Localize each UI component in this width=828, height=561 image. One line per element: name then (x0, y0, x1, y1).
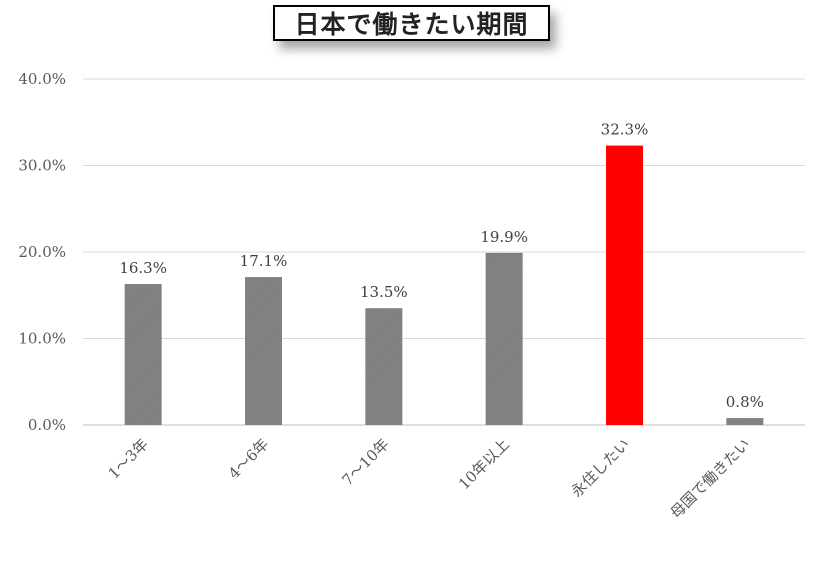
data-label: 13.5% (360, 283, 408, 301)
y-tick-label: 20.0% (18, 243, 66, 261)
bar (124, 284, 162, 425)
y-tick-label: 30.0% (18, 157, 66, 175)
bar (726, 418, 764, 425)
bar (365, 308, 403, 425)
x-tick-label: 母国で働きたい (667, 435, 754, 522)
x-tick-label: 4～6年 (225, 435, 272, 482)
chart-title-box: 日本で働きたい期間 (273, 5, 550, 41)
bar (245, 277, 282, 425)
chart-title: 日本で働きたい期間 (294, 10, 529, 39)
x-tick-label: 10年以上 (455, 435, 513, 493)
bar-highlight (606, 145, 643, 426)
data-label: 32.3% (601, 121, 649, 139)
data-label: 0.8% (726, 393, 764, 411)
y-tick-label: 10.0% (18, 330, 66, 348)
y-tick-label: 0.0% (28, 416, 66, 434)
data-label: 16.3% (119, 259, 167, 277)
x-tick-label: 1～3年 (105, 435, 152, 482)
bar (485, 252, 523, 425)
x-tick-label: 永住したい (568, 435, 634, 501)
x-tick-label: 7～10年 (338, 435, 392, 489)
data-label: 19.9% (480, 228, 528, 246)
data-label: 17.1% (240, 252, 288, 270)
y-tick-label: 40.0% (18, 70, 66, 88)
